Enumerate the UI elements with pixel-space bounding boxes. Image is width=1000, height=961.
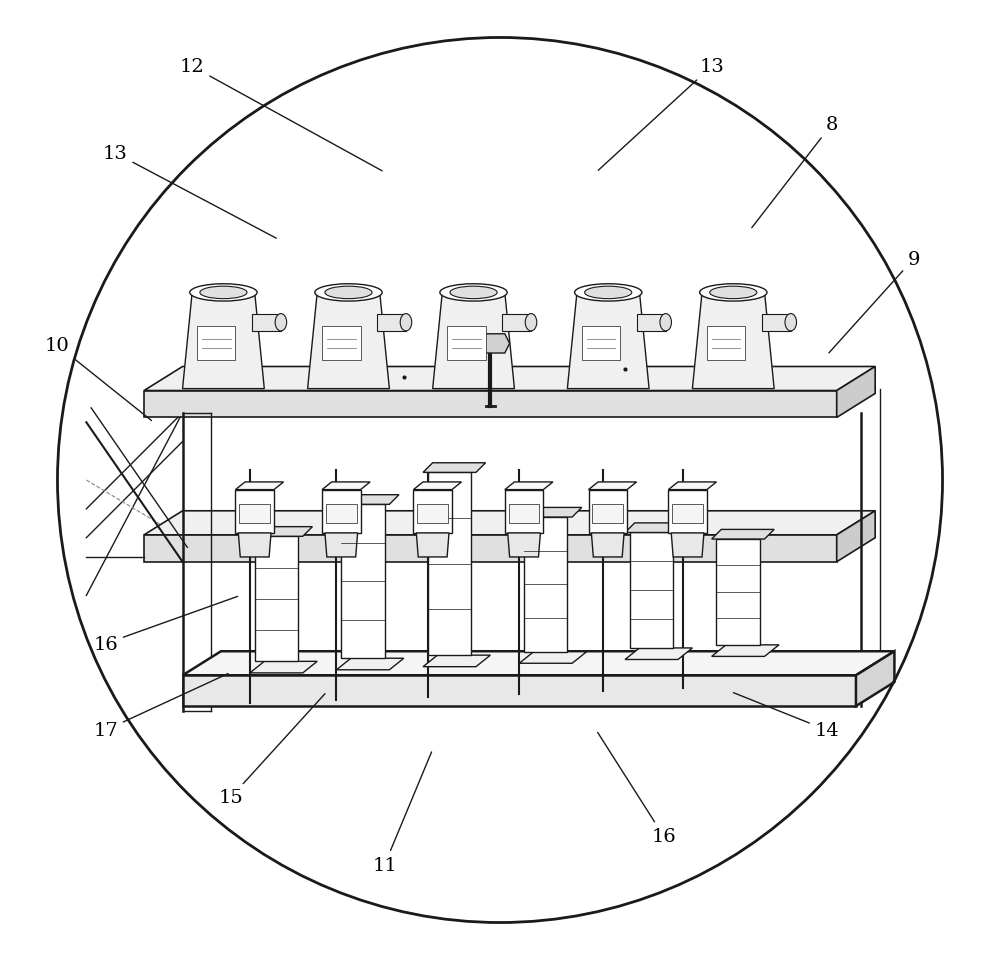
Polygon shape (630, 533, 673, 649)
Polygon shape (589, 490, 627, 533)
Ellipse shape (400, 314, 412, 332)
Polygon shape (502, 314, 531, 332)
Polygon shape (524, 517, 567, 652)
Ellipse shape (275, 314, 287, 332)
Ellipse shape (325, 286, 372, 300)
Polygon shape (423, 655, 490, 667)
Polygon shape (322, 482, 370, 490)
Polygon shape (252, 314, 281, 332)
Polygon shape (183, 676, 856, 706)
Polygon shape (183, 652, 894, 676)
Polygon shape (716, 539, 760, 645)
Polygon shape (519, 652, 587, 663)
Ellipse shape (440, 284, 507, 302)
Polygon shape (692, 293, 774, 389)
Polygon shape (762, 314, 791, 332)
Ellipse shape (200, 286, 247, 300)
Ellipse shape (785, 314, 797, 332)
Polygon shape (336, 495, 399, 505)
Ellipse shape (660, 314, 671, 332)
Polygon shape (239, 505, 270, 524)
Polygon shape (625, 524, 688, 533)
Polygon shape (837, 511, 875, 562)
Ellipse shape (710, 286, 757, 300)
Polygon shape (322, 327, 361, 360)
Polygon shape (336, 658, 404, 670)
Polygon shape (416, 533, 449, 557)
Polygon shape (589, 482, 637, 490)
Polygon shape (707, 327, 745, 360)
Text: 16: 16 (93, 597, 238, 653)
Polygon shape (341, 505, 385, 658)
Polygon shape (377, 314, 406, 332)
Polygon shape (413, 490, 452, 533)
Polygon shape (144, 367, 875, 391)
Polygon shape (326, 505, 357, 524)
Ellipse shape (315, 284, 382, 302)
Text: 15: 15 (218, 694, 325, 806)
Polygon shape (255, 536, 298, 661)
Polygon shape (567, 293, 649, 389)
Text: 9: 9 (829, 251, 920, 354)
Text: 16: 16 (598, 732, 676, 845)
Ellipse shape (585, 286, 632, 300)
Polygon shape (144, 391, 837, 418)
Polygon shape (238, 533, 271, 557)
Polygon shape (856, 652, 894, 706)
Polygon shape (582, 327, 620, 360)
Text: 13: 13 (598, 59, 724, 171)
Polygon shape (505, 482, 553, 490)
Polygon shape (250, 661, 317, 673)
Polygon shape (447, 327, 486, 360)
Polygon shape (322, 490, 361, 533)
Ellipse shape (525, 314, 537, 332)
Polygon shape (712, 530, 774, 539)
Text: 12: 12 (180, 59, 382, 172)
Polygon shape (591, 533, 624, 557)
Ellipse shape (700, 284, 767, 302)
Text: 8: 8 (752, 116, 838, 229)
Polygon shape (417, 505, 448, 524)
Polygon shape (671, 533, 704, 557)
Polygon shape (428, 473, 471, 655)
Text: 17: 17 (93, 674, 228, 739)
Text: 13: 13 (103, 145, 276, 239)
Text: 14: 14 (733, 693, 839, 739)
Polygon shape (183, 293, 264, 389)
Ellipse shape (575, 284, 642, 302)
Polygon shape (308, 293, 389, 389)
Polygon shape (509, 505, 539, 524)
Polygon shape (712, 645, 779, 656)
Ellipse shape (450, 286, 497, 300)
Polygon shape (505, 490, 543, 533)
Polygon shape (837, 367, 875, 418)
Polygon shape (144, 511, 875, 535)
Polygon shape (668, 490, 707, 533)
Polygon shape (433, 293, 514, 389)
Polygon shape (235, 490, 274, 533)
Text: 10: 10 (45, 337, 152, 421)
Polygon shape (637, 314, 666, 332)
Polygon shape (672, 505, 703, 524)
Polygon shape (423, 463, 486, 473)
Ellipse shape (190, 284, 257, 302)
Polygon shape (519, 507, 582, 517)
Polygon shape (471, 334, 510, 354)
Polygon shape (144, 535, 837, 562)
Polygon shape (668, 482, 716, 490)
Polygon shape (235, 482, 284, 490)
Polygon shape (413, 482, 462, 490)
Polygon shape (592, 505, 623, 524)
Polygon shape (197, 327, 235, 360)
Polygon shape (250, 527, 312, 536)
Polygon shape (325, 533, 358, 557)
Polygon shape (508, 533, 540, 557)
Text: 11: 11 (372, 752, 432, 874)
Polygon shape (625, 649, 692, 660)
